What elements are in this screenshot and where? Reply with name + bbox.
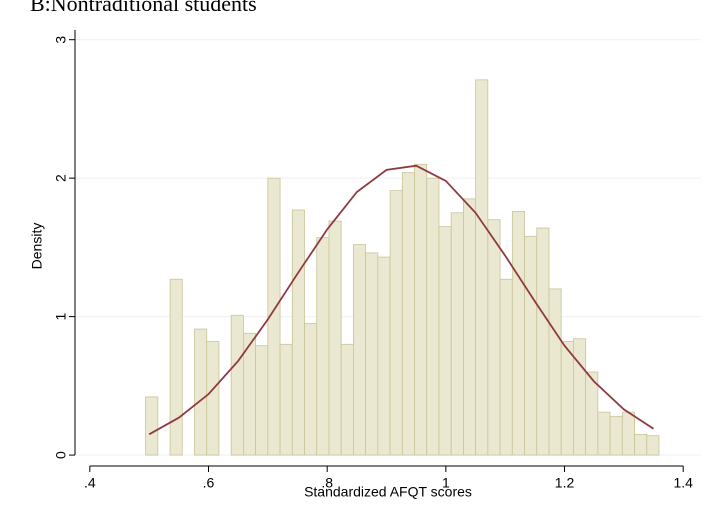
y-tick-label: 3: [53, 36, 69, 44]
bar: [353, 244, 367, 456]
bar: [548, 288, 562, 456]
bar: [304, 323, 318, 456]
y-tick-label: 2: [53, 174, 69, 182]
bar: [560, 341, 574, 456]
y-tick-label: 0: [53, 451, 69, 459]
bar: [267, 177, 281, 456]
bar: [621, 411, 635, 456]
bar: [169, 278, 183, 456]
x-tick-label: .4: [84, 475, 96, 491]
bar: [145, 396, 159, 456]
y-tick-label: 1: [53, 313, 69, 321]
x-tick-label: .6: [203, 475, 215, 491]
x-tick-label: 1: [442, 475, 450, 491]
bar: [230, 314, 244, 456]
bar: [414, 163, 428, 456]
bar: [487, 219, 501, 456]
x-axis-label: Standardized AFQT scores: [304, 484, 472, 500]
bar: [524, 235, 538, 456]
x-tick-label: 1.4: [673, 475, 693, 491]
bar: [646, 435, 660, 456]
bar: [377, 256, 391, 456]
bar: [426, 177, 440, 456]
bar: [389, 190, 403, 456]
bar: [206, 341, 220, 456]
bar: [328, 220, 342, 456]
bar: [279, 343, 293, 456]
bar: [450, 212, 464, 456]
density-curve: [148, 164, 655, 436]
x-tick-label: 1.2: [555, 475, 575, 491]
bar: [438, 226, 452, 456]
bar: [609, 415, 623, 456]
chart-title: B:Nontraditional students: [30, 0, 257, 16]
bar: [499, 278, 513, 456]
bar: [291, 209, 305, 456]
bar: [536, 227, 550, 456]
bar: [194, 328, 208, 456]
bar: [597, 411, 611, 456]
y-axis-label: Density: [29, 223, 45, 270]
bar: [573, 338, 587, 456]
bar: [365, 252, 379, 456]
bar: [511, 210, 525, 456]
bar: [463, 198, 477, 456]
bar: [634, 433, 648, 456]
bar: [475, 79, 489, 456]
bar: [401, 172, 415, 456]
bar: [316, 237, 330, 456]
bar: [340, 343, 354, 456]
x-tick-label: .8: [321, 475, 333, 491]
bar: [255, 345, 269, 456]
